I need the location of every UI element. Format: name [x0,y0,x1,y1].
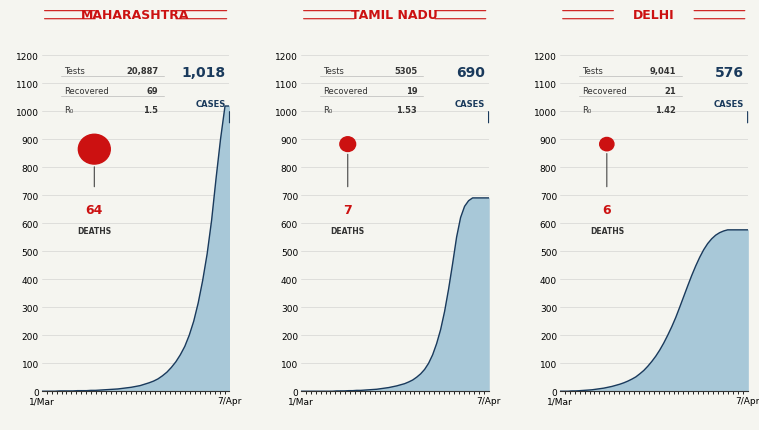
Text: DEATHS: DEATHS [590,227,624,236]
Text: Tests: Tests [323,67,345,76]
Ellipse shape [340,138,356,152]
Text: Recovered: Recovered [65,86,109,95]
Text: 20,887: 20,887 [126,67,158,76]
Text: Tests: Tests [582,67,603,76]
Text: 1.53: 1.53 [396,106,417,115]
Text: 1.42: 1.42 [656,106,676,115]
Ellipse shape [600,138,614,151]
Text: 576: 576 [715,66,744,80]
Text: DEATHS: DEATHS [331,227,365,236]
Text: DELHI: DELHI [633,9,675,22]
Text: 21: 21 [665,86,676,95]
Text: CASES: CASES [455,99,485,108]
Text: 9,041: 9,041 [650,67,676,76]
Text: 19: 19 [405,86,417,95]
Text: Tests: Tests [65,67,85,76]
Text: 6: 6 [603,203,611,216]
Text: DEATHS: DEATHS [77,227,112,236]
Text: R₀: R₀ [323,106,332,115]
Text: 69: 69 [146,86,158,95]
Text: 1,018: 1,018 [181,66,225,80]
Text: CASES: CASES [196,99,225,108]
Text: 690: 690 [456,66,485,80]
Text: Recovered: Recovered [323,86,368,95]
Ellipse shape [78,135,110,165]
Text: 1.5: 1.5 [143,106,158,115]
Text: 64: 64 [86,203,103,216]
Text: CASES: CASES [713,99,744,108]
Text: Recovered: Recovered [582,86,627,95]
Text: MAHARASHTRA: MAHARASHTRA [81,9,190,22]
Text: R₀: R₀ [65,106,74,115]
Text: TAMIL NADU: TAMIL NADU [351,9,438,22]
Text: R₀: R₀ [582,106,592,115]
Text: 5305: 5305 [394,67,417,76]
Text: 7: 7 [343,203,352,216]
